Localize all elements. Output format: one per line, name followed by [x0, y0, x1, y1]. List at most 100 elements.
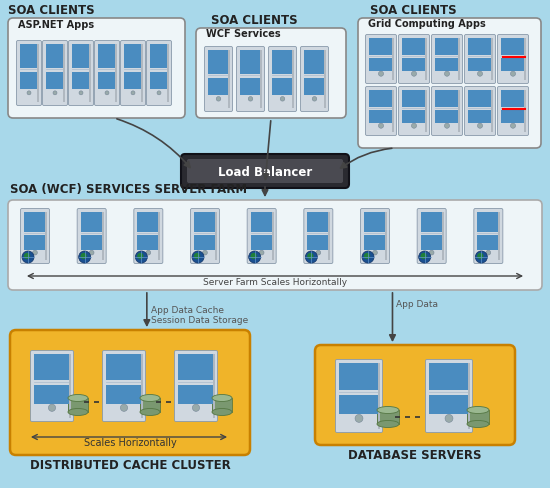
Text: SOA CLIENTS: SOA CLIENTS — [8, 4, 95, 17]
Ellipse shape — [68, 394, 88, 402]
Circle shape — [421, 253, 427, 259]
Bar — [272, 78, 293, 95]
Circle shape — [312, 97, 317, 101]
Bar — [102, 212, 103, 260]
Text: WCF Services: WCF Services — [206, 29, 280, 39]
Circle shape — [135, 251, 147, 263]
Bar — [458, 38, 460, 80]
Circle shape — [89, 250, 94, 255]
Text: SOA CLIENTS: SOA CLIENTS — [211, 14, 298, 27]
Circle shape — [430, 250, 434, 255]
Bar — [402, 58, 426, 71]
Bar — [81, 212, 103, 232]
Bar — [34, 385, 70, 404]
FancyBboxPatch shape — [399, 86, 430, 136]
FancyBboxPatch shape — [358, 18, 541, 148]
Text: DISTRIBUTED CACHE CLUSTER: DISTRIBUTED CACHE CLUSTER — [30, 459, 230, 472]
Circle shape — [249, 251, 261, 263]
Bar — [228, 50, 230, 108]
Bar — [251, 212, 273, 232]
FancyBboxPatch shape — [8, 200, 542, 290]
Bar — [501, 58, 525, 71]
Circle shape — [378, 123, 383, 128]
FancyBboxPatch shape — [474, 208, 503, 264]
Text: ASP.NET Apps: ASP.NET Apps — [18, 20, 94, 30]
Bar — [468, 58, 492, 71]
FancyBboxPatch shape — [300, 46, 328, 111]
Bar — [138, 235, 160, 249]
FancyBboxPatch shape — [432, 86, 463, 136]
Bar — [46, 72, 64, 89]
Bar — [421, 212, 443, 232]
Bar — [491, 38, 493, 80]
Bar — [425, 38, 427, 80]
Bar — [339, 363, 379, 389]
Bar — [498, 212, 500, 260]
Bar — [392, 38, 394, 80]
Circle shape — [477, 123, 482, 128]
Text: Load Balancer: Load Balancer — [218, 165, 312, 179]
FancyBboxPatch shape — [30, 350, 74, 422]
Ellipse shape — [140, 408, 160, 415]
Bar — [385, 212, 387, 260]
Bar — [435, 90, 459, 107]
Bar — [81, 235, 103, 249]
FancyBboxPatch shape — [196, 28, 346, 118]
Bar — [421, 235, 443, 249]
Bar — [402, 90, 426, 107]
Bar — [37, 44, 39, 102]
Ellipse shape — [467, 421, 489, 427]
Bar — [46, 44, 64, 67]
Circle shape — [260, 250, 264, 255]
FancyBboxPatch shape — [77, 208, 106, 264]
FancyBboxPatch shape — [315, 345, 515, 445]
Bar — [369, 90, 393, 107]
Circle shape — [378, 71, 383, 76]
Circle shape — [79, 91, 83, 95]
Circle shape — [105, 91, 109, 95]
FancyBboxPatch shape — [16, 41, 41, 105]
FancyBboxPatch shape — [8, 18, 185, 118]
FancyBboxPatch shape — [187, 159, 343, 183]
Circle shape — [53, 91, 57, 95]
Bar — [458, 90, 460, 132]
Bar — [468, 38, 492, 56]
Circle shape — [477, 71, 482, 76]
Circle shape — [445, 414, 453, 422]
Bar — [178, 354, 214, 380]
Bar — [468, 90, 492, 107]
Bar — [378, 363, 380, 429]
Ellipse shape — [467, 407, 489, 413]
Bar — [402, 38, 426, 56]
Bar — [45, 212, 47, 260]
Bar — [20, 44, 38, 67]
Circle shape — [137, 253, 144, 259]
Bar — [194, 212, 216, 232]
Circle shape — [251, 253, 257, 259]
FancyBboxPatch shape — [10, 330, 250, 455]
FancyBboxPatch shape — [247, 208, 276, 264]
Bar — [307, 212, 329, 232]
FancyBboxPatch shape — [465, 86, 496, 136]
Bar — [115, 44, 117, 102]
FancyBboxPatch shape — [190, 208, 219, 264]
FancyBboxPatch shape — [360, 208, 389, 264]
Circle shape — [157, 91, 161, 95]
Bar — [212, 398, 232, 412]
Circle shape — [362, 251, 374, 263]
Bar — [324, 50, 326, 108]
Bar — [272, 212, 274, 260]
Bar — [124, 72, 142, 89]
Bar — [429, 363, 469, 389]
Bar — [477, 235, 499, 249]
Text: SOA (WCF) SERVICES SERVER FARM: SOA (WCF) SERVICES SERVER FARM — [10, 183, 247, 196]
Bar — [194, 235, 216, 249]
Circle shape — [444, 71, 449, 76]
Bar — [339, 395, 379, 414]
Bar — [304, 78, 325, 95]
Circle shape — [486, 250, 491, 255]
Bar — [213, 354, 215, 418]
Bar — [124, 44, 142, 67]
FancyBboxPatch shape — [134, 208, 163, 264]
Bar — [491, 90, 493, 132]
